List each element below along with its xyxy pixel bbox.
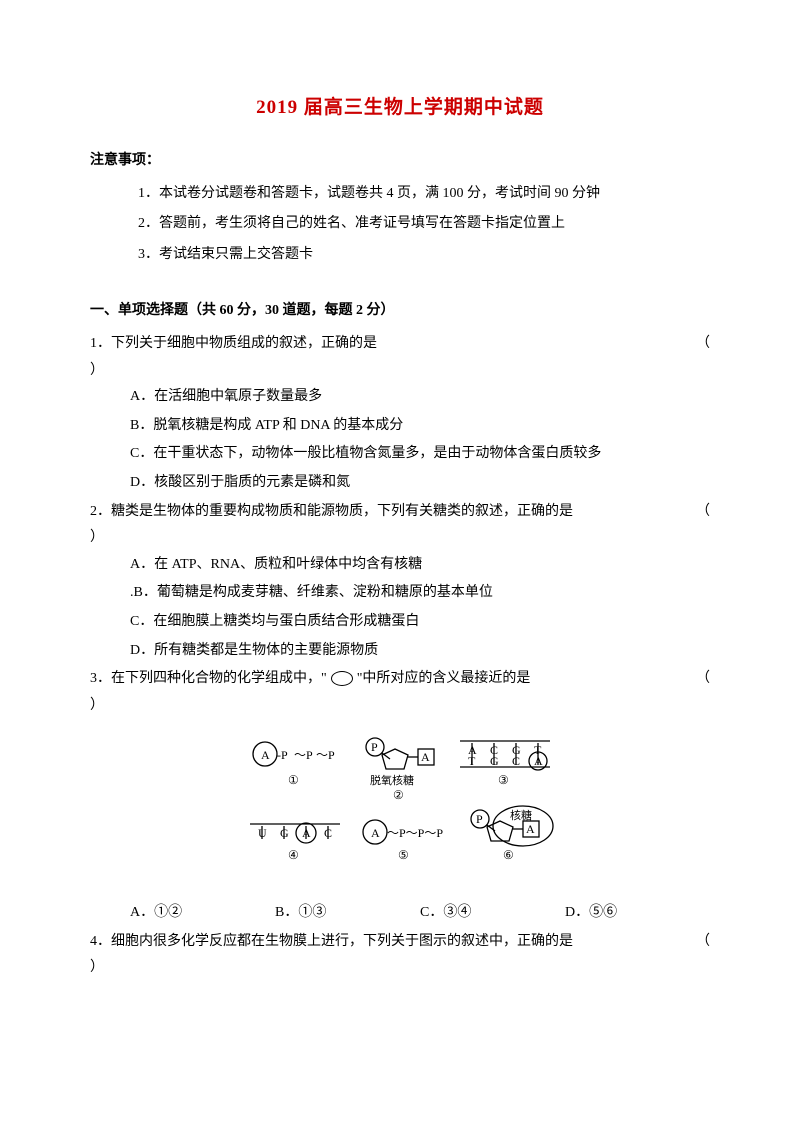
svg-text:A: A (421, 750, 430, 764)
answer-paren-open: （ (696, 331, 710, 358)
svg-text:～P～P～P: ～P～P～P (387, 826, 443, 840)
option-a: A．在活细胞中氧原子数量最多 (130, 384, 710, 411)
svg-text:A: A (261, 748, 270, 762)
question-stem: 2．糖类是生物体的重要构成物质和能源物质，下列有关糖类的叙述，正确的是 (90, 499, 684, 526)
answer-paren-close: ） (90, 358, 710, 385)
option-b: B．①③ (275, 900, 420, 927)
option-c: C．在细胞膜上糖类均与蛋白质结合形成糖蛋白 (130, 609, 710, 636)
question-3: 3．在下列四种化合物的化学组成中，" "中所对应的含义最接近的是 （ ） A -P… (90, 666, 710, 926)
svg-text:～P: ～P (294, 748, 313, 762)
svg-text:③: ③ (498, 773, 509, 787)
svg-text:A: A (371, 826, 380, 840)
svg-text:～P: ～P (316, 748, 335, 762)
option-d: D．核酸区别于脂质的元素是磷和氮 (130, 470, 710, 497)
option-a: A．在 ATP、RNA、质粒和叶绿体中均含有核糖 (130, 552, 710, 579)
option-c: C．在干重状态下，动物体一般比植物含氮量多，是由于动物体含蛋白质较多 (130, 441, 710, 468)
question-stem: 4．细胞内很多化学反应都在生物膜上进行，下列关于图示的叙述中，正确的是 (90, 929, 684, 956)
stem-pre: 3．在下列四种化合物的化学组成中，" (90, 671, 327, 686)
svg-text:⑥: ⑥ (503, 848, 514, 862)
svg-text:脱氧核糖: 脱氧核糖 (370, 773, 414, 787)
page-title: 2019 届高三生物上学期期中试题 (90, 90, 710, 126)
question-1: 1．下列关于细胞中物质组成的叙述，正确的是 （ ） A．在活细胞中氧原子数量最多… (90, 331, 710, 497)
question-4: 4．细胞内很多化学反应都在生物膜上进行，下列关于图示的叙述中，正确的是 （ ） (90, 929, 710, 982)
option-b: B．脱氧核糖是构成 ATP 和 DNA 的基本成分 (130, 413, 710, 440)
option-a: A．①② (130, 900, 275, 927)
svg-text:P: P (476, 812, 483, 826)
section-header: 一、单项选择题（共 60 分，30 道题，每题 2 分） (90, 298, 710, 325)
instruction-item: 1．本试卷分试题卷和答题卡，试题卷共 4 页，满 100 分，考试时间 90 分… (138, 181, 710, 208)
option-d: D．⑤⑥ (565, 900, 710, 927)
answer-paren-open: （ (696, 929, 710, 956)
answer-paren-close: ） (90, 693, 710, 720)
answer-paren-open: （ (696, 499, 710, 526)
instruction-list: 1．本试卷分试题卷和答题卡，试题卷共 4 页，满 100 分，考试时间 90 分… (90, 181, 710, 269)
circle-blank-icon (331, 671, 353, 686)
svg-text:核糖: 核糖 (510, 808, 532, 822)
answer-paren-close: ） (90, 525, 710, 552)
question-2: 2．糖类是生物体的重要构成物质和能源物质，下列有关糖类的叙述，正确的是 （ ） … (90, 499, 710, 665)
svg-text:P: P (371, 740, 378, 754)
question-stem: 1．下列关于细胞中物质组成的叙述，正确的是 (90, 331, 684, 358)
answer-paren-open: （ (696, 666, 710, 693)
svg-text:-P: -P (277, 748, 288, 762)
answer-paren-close: ） (90, 955, 710, 982)
svg-text:④: ④ (288, 848, 299, 862)
stem-post: "中所对应的含义最接近的是 (357, 671, 531, 686)
instruction-item: 2．答题前，考生须将自己的姓名、准考证号填写在答题卡指定位置上 (138, 211, 710, 238)
option-row: A．①② B．①③ C．③④ D．⑤⑥ (90, 900, 710, 927)
option-d: D．所有糖类都是生物体的主要能源物质 (130, 638, 710, 665)
instruction-item: 3．考试结束只需上交答题卡 (138, 242, 710, 269)
svg-text:⑤: ⑤ (398, 848, 409, 862)
option-b: .B．葡萄糖是构成麦芽糖、纤维素、淀粉和糖原的基本单位 (130, 580, 710, 607)
compound-diagram: A -P ～P ～P ① P A 脱氧核糖 ② A T C (90, 729, 710, 890)
svg-text:②: ② (393, 788, 404, 802)
option-c: C．③④ (420, 900, 565, 927)
notice-header: 注意事项： (90, 148, 710, 175)
question-stem: 3．在下列四种化合物的化学组成中，" "中所对应的含义最接近的是 (90, 666, 684, 693)
svg-text:A: A (526, 822, 535, 836)
svg-text:①: ① (288, 773, 299, 787)
